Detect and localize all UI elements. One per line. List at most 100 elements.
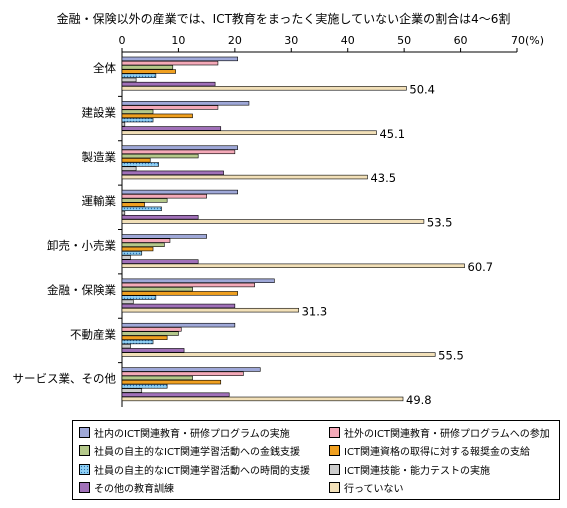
bar (121, 69, 176, 74)
legend-item: ICT関連技能・能力テストの実施 (329, 461, 490, 477)
bar (121, 375, 193, 381)
bar (121, 251, 143, 256)
data-label: 50.4 (409, 82, 435, 96)
bar (121, 117, 154, 123)
bar-chart: 0 10 20 30 40 50 60 70(%) 全体建設業製造業運輸業卸売・小売業金融・保険… (13, 34, 545, 407)
legend-item: その他の教育訓練 (79, 480, 174, 496)
bar (121, 246, 154, 252)
bar (121, 149, 236, 155)
bar (121, 210, 126, 216)
bar (121, 278, 275, 283)
category-label: 金融・保険業 (47, 283, 116, 297)
bar (121, 392, 230, 397)
bar (121, 145, 238, 150)
bar (121, 388, 143, 393)
legend-label: 社員の自主的なICT関連学習活動への時間的支援 (94, 465, 311, 477)
legend-label: その他の教育訓練 (94, 484, 174, 495)
bar (121, 343, 131, 349)
bar (121, 234, 207, 239)
bar (121, 77, 137, 83)
bar (121, 352, 436, 357)
bar (121, 126, 222, 131)
data-label: 60.7 (468, 260, 494, 274)
legend-swatch (79, 482, 90, 493)
bar (121, 238, 171, 243)
chart-title: 金融・保険以外の産業では、ICT教育をまったく実施していない企業の割合は4～6割 (56, 12, 511, 26)
legend-item: 社員の自主的なICT関連学習活動への金銭支援 (79, 443, 300, 459)
x-tick-label: 10 (171, 34, 185, 47)
category-label: 運輸業 (82, 194, 117, 208)
bar (121, 335, 168, 340)
legend-item: 社内のICT関連教育・研修プログラムの実施 (79, 424, 290, 440)
data-label: 55.5 (438, 349, 464, 363)
bar (121, 158, 151, 163)
bar (121, 81, 216, 87)
bar (121, 60, 219, 66)
legend-item: 社外のICT関連教育・研修プログラムへの参加 (329, 424, 550, 440)
legend-swatch (329, 463, 340, 475)
bar (121, 194, 207, 199)
bar (121, 327, 182, 332)
legend-label: 社員の自主的なICT関連学習活動への金銭支援 (94, 447, 301, 458)
bar (121, 286, 193, 292)
bar (121, 101, 250, 106)
bar (121, 291, 238, 296)
data-label: 49.8 (406, 393, 432, 407)
legend-item: 社員の自主的なICT関連学習活動への時間的支援 (79, 461, 310, 477)
category-label: 製造業 (82, 150, 117, 164)
legend-item: 行っていない (329, 480, 404, 496)
x-tick-label: 70(%) (511, 34, 544, 47)
category-label: 不動産業 (70, 327, 116, 341)
bar (121, 299, 134, 304)
legend-swatch (79, 463, 90, 475)
legend-swatch (79, 445, 90, 456)
bar (121, 56, 238, 62)
legend-swatch (329, 445, 340, 456)
legend-label: 社外のICT関連教育・研修プログラムへの参加 (344, 428, 550, 440)
legend-label: 社内のICT関連教育・研修プログラムの実施 (94, 428, 290, 440)
legend-label: 行っていない (344, 484, 404, 495)
bar (121, 73, 157, 78)
bar (121, 322, 236, 328)
bar (121, 282, 255, 288)
legend-swatch (329, 482, 340, 493)
data-label: 31.3 (302, 304, 328, 318)
bar (121, 371, 244, 376)
bar (121, 170, 224, 176)
bar (121, 105, 219, 110)
data-label: 53.5 (427, 216, 453, 230)
bar (121, 307, 299, 313)
bar (121, 396, 404, 402)
bar (121, 86, 407, 91)
data-label: 45.1 (379, 127, 405, 141)
bar (121, 215, 199, 220)
bar (121, 379, 222, 385)
bar (121, 242, 165, 247)
bar (121, 331, 179, 336)
bar (121, 65, 174, 70)
bar (121, 189, 238, 195)
bar (121, 174, 368, 180)
bar (121, 263, 465, 268)
bar (121, 219, 425, 224)
bar (121, 348, 185, 353)
x-tick-label: 40 (341, 34, 355, 47)
bar (121, 295, 157, 300)
bar (121, 153, 199, 159)
x-tick-label: 0 (119, 34, 126, 47)
category-label: 建設業 (82, 105, 117, 119)
bar (121, 198, 168, 203)
bar (121, 122, 126, 127)
category-label: 全体 (93, 61, 116, 75)
legend-label: ICT関連資格の取得に対する報奨金の支給 (344, 447, 531, 458)
x-tick-label: 30 (284, 34, 298, 47)
legend-item: ICT関連資格の取得に対する報奨金の支給 (329, 443, 530, 459)
legend-swatch (79, 426, 90, 438)
bar (121, 303, 236, 309)
bar (121, 113, 193, 119)
category-label: サービス業、その他 (13, 372, 117, 386)
data-label: 43.5 (370, 171, 396, 185)
x-tick-label: 60 (454, 34, 468, 47)
legend-label: ICT関連技能・能力テストの実施 (344, 465, 491, 477)
x-tick-label: 20 (228, 34, 242, 47)
